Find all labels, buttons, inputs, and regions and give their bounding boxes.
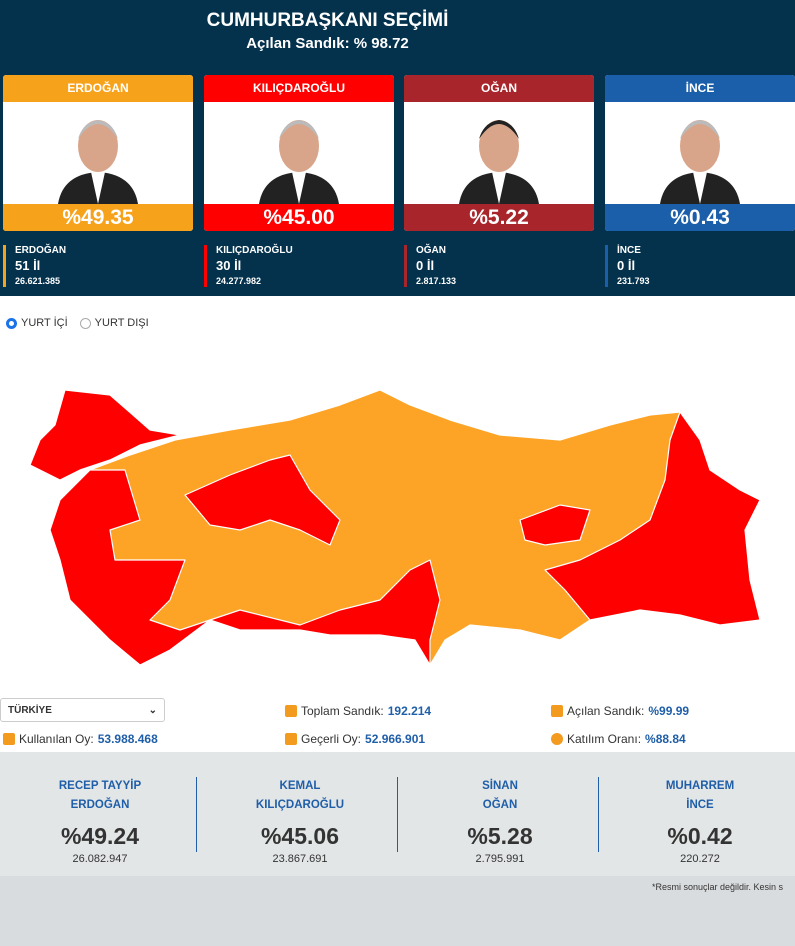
stat-votes: 2.817.133 bbox=[416, 276, 457, 286]
label: Açılan Sandık: bbox=[567, 704, 645, 718]
candidate-percent: %49.35 bbox=[3, 204, 193, 231]
opened-boxes-subtitle: Açılan Sandık: % 98.72 bbox=[246, 35, 409, 52]
region-tabs: YURT İÇİ YURT DIŞI bbox=[6, 317, 149, 329]
ballot-box-icon bbox=[285, 705, 297, 717]
radio-icon bbox=[6, 317, 17, 329]
candidate-photo bbox=[605, 102, 795, 204]
official-votes: 23.867.691 bbox=[272, 853, 328, 865]
ballot-box-icon bbox=[551, 705, 563, 717]
official-results: RECEP TAYYİP ERDOĞAN %49.24 26.082.947 K… bbox=[0, 752, 795, 876]
candidate-card[interactable]: KILIÇDAROĞLU %45.00 bbox=[204, 75, 394, 231]
stat-name: İNCE bbox=[617, 245, 641, 256]
label: Katılım Oranı: bbox=[567, 732, 642, 746]
province-region[interactable] bbox=[29, 389, 181, 481]
label: Kullanılan Oy: bbox=[19, 732, 94, 746]
candidate-card[interactable]: İNCE %0.43 bbox=[605, 75, 795, 231]
divider bbox=[196, 777, 197, 852]
official-votes: 26.082.947 bbox=[72, 853, 128, 865]
radio-icon bbox=[79, 317, 91, 329]
province-region[interactable] bbox=[209, 559, 441, 666]
value: 192.214 bbox=[387, 704, 432, 718]
official-percent: %49.24 bbox=[60, 823, 139, 849]
stat-votes: 231.793 bbox=[617, 276, 650, 286]
voter-icon bbox=[3, 733, 15, 745]
results-header: CUMHURBAŞKANI SEÇİMİ Açılan Sandık: % 98… bbox=[0, 0, 795, 296]
first-name: SİNAN bbox=[482, 780, 518, 792]
last-name: OĞAN bbox=[482, 799, 518, 811]
official-candidate: SİNAN OĞAN %5.28 2.795.991 bbox=[400, 777, 600, 877]
candidate-name: KILIÇDAROĞLU bbox=[204, 75, 394, 102]
candidate-stat: OĞAN 0 İl 2.817.133 bbox=[404, 245, 584, 287]
stat-provinces: 0 İl bbox=[416, 258, 435, 273]
candidate-percent: %5.22 bbox=[404, 204, 594, 231]
candidate-photo bbox=[404, 102, 594, 204]
last-name: KILIÇDAROĞLU bbox=[255, 799, 345, 811]
candidate-name: İNCE bbox=[605, 75, 795, 102]
used-votes: Kullanılan Oy: 53.988.468 bbox=[3, 732, 158, 746]
first-name: KEMAL bbox=[279, 780, 321, 792]
last-name: ERDOĞAN bbox=[70, 799, 130, 811]
province-region[interactable] bbox=[184, 454, 341, 546]
tab-yurt-ici[interactable]: YURT İÇİ bbox=[6, 317, 68, 329]
first-name: RECEP TAYYİP bbox=[58, 780, 142, 792]
tab-label: YURT İÇİ bbox=[21, 317, 68, 329]
stat-name: OĞAN bbox=[416, 245, 446, 256]
value: %99.99 bbox=[648, 704, 690, 718]
province-region[interactable] bbox=[544, 411, 761, 626]
stat-votes: 24.277.982 bbox=[216, 276, 262, 286]
value: %88.84 bbox=[645, 732, 686, 746]
official-votes: 2.795.991 bbox=[475, 853, 525, 865]
official-candidate: KEMAL KILIÇDAROĞLU %45.06 23.867.691 bbox=[200, 777, 400, 877]
official-candidate: RECEP TAYYİP ERDOĞAN %49.24 26.082.947 bbox=[0, 777, 200, 877]
tab-yurt-disi[interactable]: YURT DIŞI bbox=[79, 317, 149, 329]
candidate-stat: ERDOĞAN 51 İl 26.621.385 bbox=[3, 245, 183, 287]
stat-provinces: 0 İl bbox=[617, 258, 636, 273]
first-name: MUHARREM bbox=[665, 780, 735, 792]
page-title: CUMHURBAŞKANI SEÇİMİ bbox=[206, 10, 449, 31]
total-boxes: Toplam Sandık: 192.214 bbox=[285, 704, 431, 718]
candidate-name: OĞAN bbox=[404, 75, 594, 102]
tab-label: YURT DIŞI bbox=[94, 317, 149, 329]
official-percent: %5.28 bbox=[467, 823, 533, 849]
divider bbox=[397, 777, 398, 852]
valid-votes: Geçerli Oy: 52.966.901 bbox=[285, 732, 425, 746]
value: 53.988.468 bbox=[97, 732, 158, 746]
region-select[interactable]: TÜRKİYE ⌄ bbox=[0, 698, 165, 722]
value: 52.966.901 bbox=[365, 732, 426, 746]
stat-name: ERDOĞAN bbox=[15, 245, 67, 256]
candidate-card[interactable]: OĞAN %5.22 bbox=[404, 75, 594, 231]
candidate-percent: %0.43 bbox=[605, 204, 795, 231]
candidate-card[interactable]: ERDOĞAN %49.35 bbox=[3, 75, 193, 231]
candidate-stat: KILIÇDAROĞLU 30 İl 24.277.982 bbox=[204, 245, 384, 287]
opened-boxes: Açılan Sandık: %99.99 bbox=[551, 704, 689, 718]
label: Geçerli Oy: bbox=[301, 732, 362, 746]
official-candidate: MUHARREM İNCE %0.42 220.272 bbox=[600, 777, 795, 877]
stat-name: KILIÇDAROĞLU bbox=[216, 245, 293, 256]
footer: *Resmi sonuçlar değildir. Kesin s bbox=[0, 876, 795, 946]
turnout: Katılım Oranı: %88.84 bbox=[551, 732, 686, 746]
official-percent: %45.06 bbox=[260, 823, 339, 849]
candidate-stat: İNCE 0 İl 231.793 bbox=[605, 245, 785, 287]
province-region[interactable] bbox=[519, 504, 591, 546]
percent-icon bbox=[551, 733, 563, 745]
candidate-photo bbox=[3, 102, 193, 204]
province-region[interactable] bbox=[49, 469, 211, 666]
label: Toplam Sandık: bbox=[301, 704, 384, 718]
chevron-down-icon: ⌄ bbox=[148, 704, 157, 716]
divider bbox=[598, 777, 599, 852]
turkey-province-map[interactable] bbox=[0, 375, 795, 675]
candidate-percent: %45.00 bbox=[204, 204, 394, 231]
official-votes: 220.272 bbox=[680, 853, 720, 865]
stat-provinces: 51 İl bbox=[15, 258, 41, 273]
voter-icon bbox=[285, 733, 297, 745]
candidate-photo bbox=[204, 102, 394, 204]
stat-votes: 26.621.385 bbox=[15, 276, 61, 286]
last-name: İNCE bbox=[686, 799, 714, 811]
disclaimer: *Resmi sonuçlar değildir. Kesin s bbox=[652, 882, 784, 892]
stat-provinces: 30 İl bbox=[216, 258, 242, 273]
official-percent: %0.42 bbox=[667, 823, 733, 849]
region-select-value: TÜRKİYE bbox=[8, 704, 52, 716]
candidate-name: ERDOĞAN bbox=[3, 75, 193, 102]
